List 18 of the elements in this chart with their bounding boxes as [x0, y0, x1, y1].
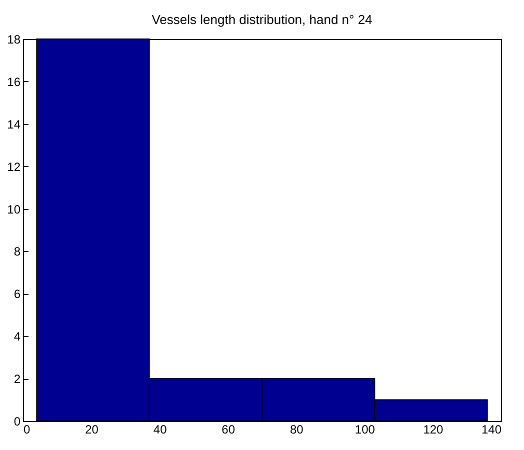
x-tick-label: 100 [354, 422, 376, 436]
x-tick-label: 20 [85, 422, 99, 436]
y-tick-label: 12 [7, 160, 21, 174]
x-tick-label: 0 [24, 422, 30, 436]
y-tick-label: 10 [7, 202, 21, 216]
y-tick-label: 16 [7, 74, 21, 89]
x-tick-label: 120 [423, 422, 444, 436]
x-tick-label: 40 [153, 422, 168, 436]
chart-title: Vessels length distribution, hand n° 24 [152, 12, 372, 27]
y-tick-label: 14 [7, 117, 21, 132]
y-tick-label: 18 [7, 32, 21, 46]
y-tick-label: 8 [14, 244, 21, 259]
y-tick-label: 6 [14, 287, 21, 302]
x-tick-label: 60 [222, 422, 236, 436]
y-tick-label: 2 [14, 372, 21, 386]
y-tick-label: 4 [14, 330, 21, 344]
x-tick-label: 140 [481, 422, 502, 436]
x-tick-label: 80 [290, 422, 304, 436]
